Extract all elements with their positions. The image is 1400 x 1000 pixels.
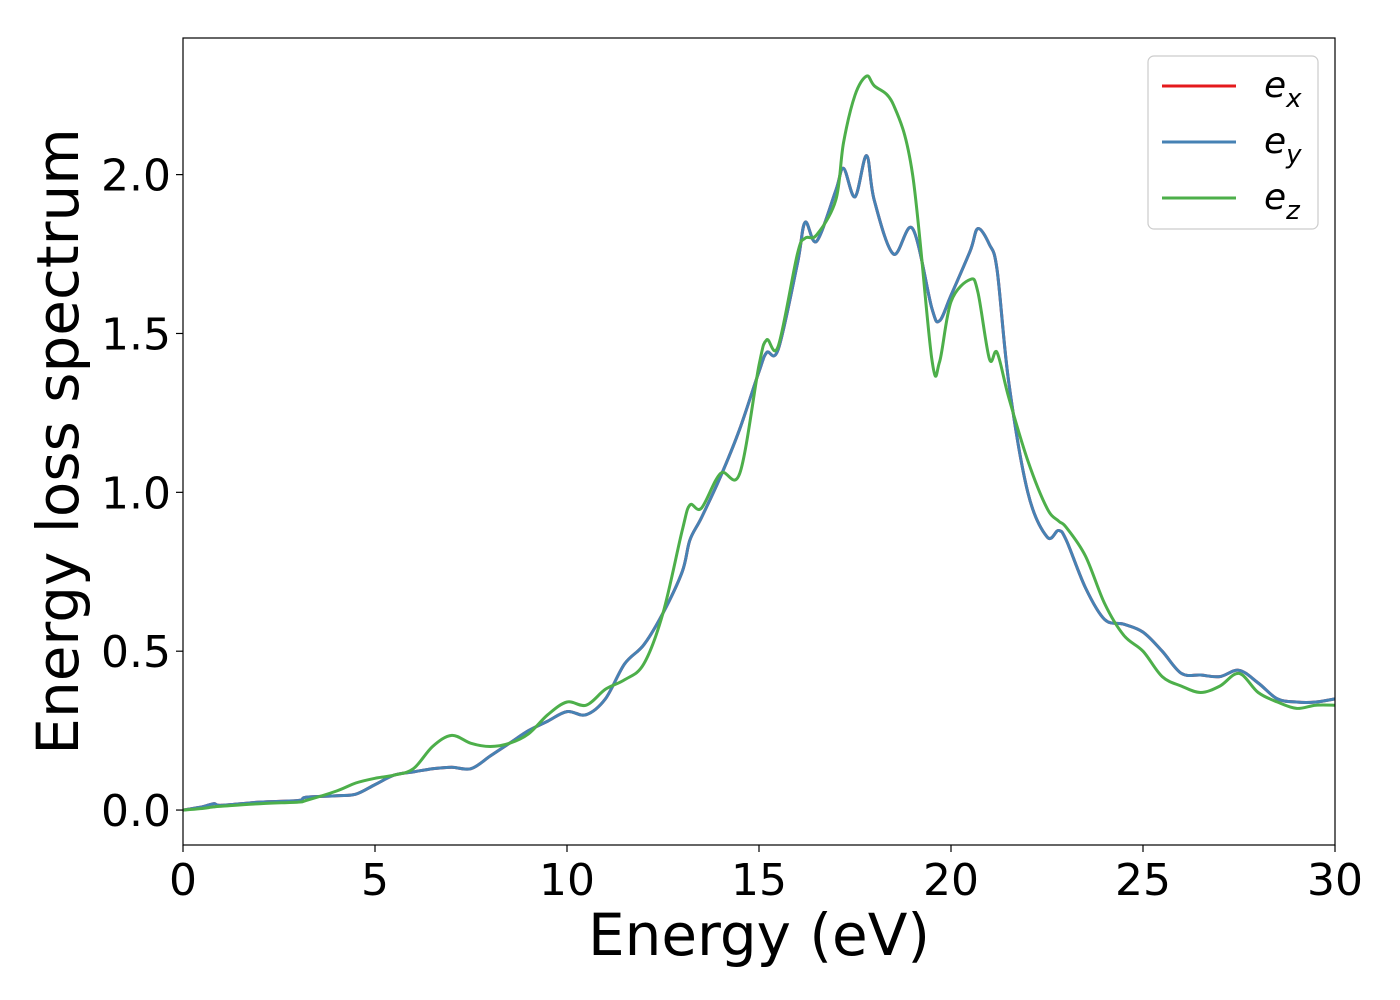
x-tick-label: 25 (1115, 855, 1171, 906)
legend-label-x: ex (1264, 65, 1302, 114)
series-line-x (182, 154, 1336, 812)
x-tick-label: 10 (539, 855, 595, 906)
y-tick-label: 2.0 (101, 151, 171, 202)
plot-area (182, 74, 1336, 812)
x-axis: 0 5 10 15 20 25 30 (169, 845, 1363, 906)
x-tick-label: 5 (361, 855, 389, 906)
y-tick-label: 1.5 (101, 309, 171, 360)
y-tick-label: 1.0 (101, 468, 171, 519)
y-axis-label: Energy loss spectrum (24, 128, 92, 754)
x-tick-label: 15 (731, 855, 787, 906)
y-axis: 0.0 0.5 1.0 1.5 2.0 (101, 151, 183, 837)
x-tick-label: 30 (1307, 855, 1363, 906)
legend-label-y: ey (1264, 121, 1302, 170)
y-tick-label: 0.0 (101, 786, 171, 837)
series-line-z (182, 74, 1336, 812)
series-line-y (182, 154, 1336, 812)
x-tick-label: 20 (923, 855, 979, 906)
y-tick-label: 0.5 (101, 627, 171, 678)
x-axis-label: Energy (eV) (588, 901, 930, 969)
x-tick-label: 0 (169, 855, 197, 906)
